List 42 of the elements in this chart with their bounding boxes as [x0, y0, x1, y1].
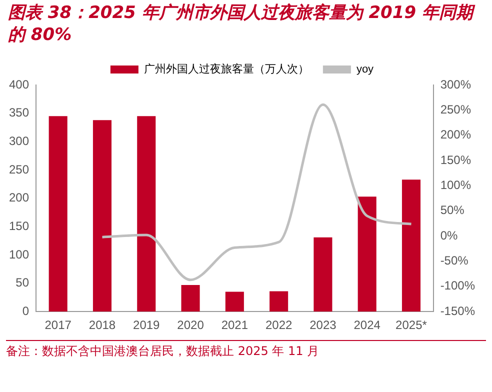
x-tick-label: 2018: [88, 318, 116, 332]
y2-tick-label: 100%: [440, 178, 472, 192]
bar: [225, 292, 244, 312]
x-tick-label: 2024: [354, 318, 381, 332]
y-tick-label: 0: [22, 304, 30, 318]
bar: [402, 180, 421, 312]
x-tick-label: 2025*: [396, 318, 428, 332]
y2-tick-label: 250%: [440, 102, 472, 116]
y2-tick-label: 150%: [440, 152, 472, 167]
y2-tick-label: -50%: [440, 254, 469, 268]
bar: [358, 196, 376, 312]
x-tick-label: 2020: [177, 318, 204, 332]
x-tick-label: 2017: [44, 318, 72, 332]
y2-tick-label: 200%: [440, 128, 472, 142]
text: 备注：数据不含中国港澳台居民，数据截止 2025 年 11 月: [6, 343, 486, 360]
y-tick-label: 200: [8, 190, 30, 205]
bar: [270, 291, 288, 312]
x-tick-label: 2022: [265, 318, 292, 332]
chart-title: 图表 38：2025 年广州市外国人过夜旅客量为 2019 年同期的 80%: [7, 2, 476, 47]
line-series: [100, 103, 412, 282]
y-tick-label: 250: [8, 162, 30, 176]
y-tick-label: 300: [8, 134, 30, 148]
legend-label: yoy: [356, 64, 374, 76]
y2-tick-label: -150%: [440, 304, 476, 318]
y-tick-label: 50: [16, 276, 30, 290]
y-tick-label: 400: [8, 77, 30, 92]
x-tick-label: 2021: [221, 318, 248, 332]
y2-tick-label: 50%: [440, 203, 465, 218]
x-tick-label: 2019: [133, 318, 160, 332]
y-tick-label: 150: [8, 218, 30, 233]
bar: [92, 120, 112, 312]
y2-tick-label: 0%: [440, 228, 458, 242]
y2-tick-label: 300%: [440, 77, 472, 92]
y2-tick-label: -100%: [440, 278, 476, 293]
legend-label: 广州外国人过夜旅客量（万人次）: [144, 62, 309, 76]
bar: [314, 237, 332, 312]
y-tick-label: 100: [8, 247, 30, 262]
bar: [181, 284, 200, 312]
bar: [137, 116, 156, 312]
x-tick-label: 2023: [310, 318, 337, 332]
bar: [48, 116, 68, 312]
y-tick-label: 350: [8, 106, 30, 120]
